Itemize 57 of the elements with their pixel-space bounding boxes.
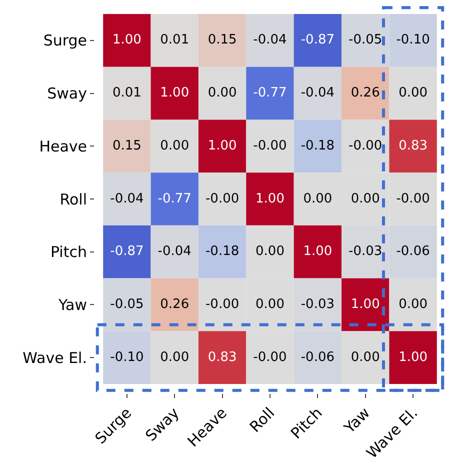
y-tick-label: Pitch xyxy=(50,243,87,262)
data-label: 0.00 xyxy=(208,86,237,101)
data-label: -0.10 xyxy=(110,350,144,365)
y-tick-label: Yaw xyxy=(57,296,87,314)
data-label: 0.00 xyxy=(303,191,332,206)
data-label: -0.03 xyxy=(300,296,334,312)
data-label: 0.00 xyxy=(398,86,428,101)
data-label: 1.00 xyxy=(398,350,428,365)
data-label: 0.83 xyxy=(398,138,428,154)
data-label: -0.00 xyxy=(206,296,240,312)
data-label: -0.06 xyxy=(396,244,430,260)
data-label: -0.77 xyxy=(158,191,192,206)
y-tick-label: Surge xyxy=(43,32,87,50)
y-tick-label: Sway xyxy=(47,84,88,103)
data-label: -0.04 xyxy=(110,191,144,206)
data-label: -0.87 xyxy=(300,32,334,48)
data-label: -0.06 xyxy=(300,350,334,365)
data-label: 1.00 xyxy=(160,86,190,101)
data-label: -0.00 xyxy=(253,138,287,154)
data-label: -0.00 xyxy=(253,350,287,365)
data-label: 0.83 xyxy=(208,350,237,365)
data-label: 1.00 xyxy=(256,191,284,206)
data-label: 0.01 xyxy=(112,86,142,101)
data-label: -0.00 xyxy=(348,138,382,154)
data-label: 0.26 xyxy=(350,86,380,101)
data-label: 0.26 xyxy=(160,296,190,312)
data-label: -0.00 xyxy=(206,191,240,206)
data-label: 0.00 xyxy=(160,350,190,365)
data-label: -0.04 xyxy=(158,244,192,260)
data-label: 0.00 xyxy=(398,296,428,312)
data-label: 1.00 xyxy=(350,296,380,312)
data-label: 0.15 xyxy=(208,32,237,48)
data-label: -0.04 xyxy=(253,32,287,48)
y-tick-label: Heave xyxy=(39,137,87,156)
data-label: -0.03 xyxy=(348,244,382,260)
data-label: -0.77 xyxy=(253,86,287,101)
data-label: 0.00 xyxy=(256,244,284,260)
data-label: -0.00 xyxy=(396,191,430,206)
data-label: 0.00 xyxy=(160,138,190,154)
data-label: 0.15 xyxy=(112,138,142,154)
data-label: -0.05 xyxy=(348,32,382,48)
data-label: 0.00 xyxy=(350,191,380,206)
data-label: 0.01 xyxy=(160,32,190,48)
data-label: 0.00 xyxy=(256,296,284,312)
x-tick-label: Roll xyxy=(246,404,278,436)
data-label: -0.05 xyxy=(110,296,144,312)
data-label: 1.00 xyxy=(112,32,142,48)
y-tick-label: Roll xyxy=(60,190,87,208)
data-label: 0.00 xyxy=(350,350,380,365)
data-label: -0.87 xyxy=(110,244,144,260)
data-label: -0.04 xyxy=(300,86,334,101)
data-label: -0.18 xyxy=(300,138,334,154)
data-label: -0.18 xyxy=(206,244,240,260)
data-label: -0.10 xyxy=(396,32,430,48)
data-label: 1.00 xyxy=(208,138,237,154)
y-tick-label: Wave El. xyxy=(22,348,87,367)
data-label: 1.00 xyxy=(303,244,332,260)
